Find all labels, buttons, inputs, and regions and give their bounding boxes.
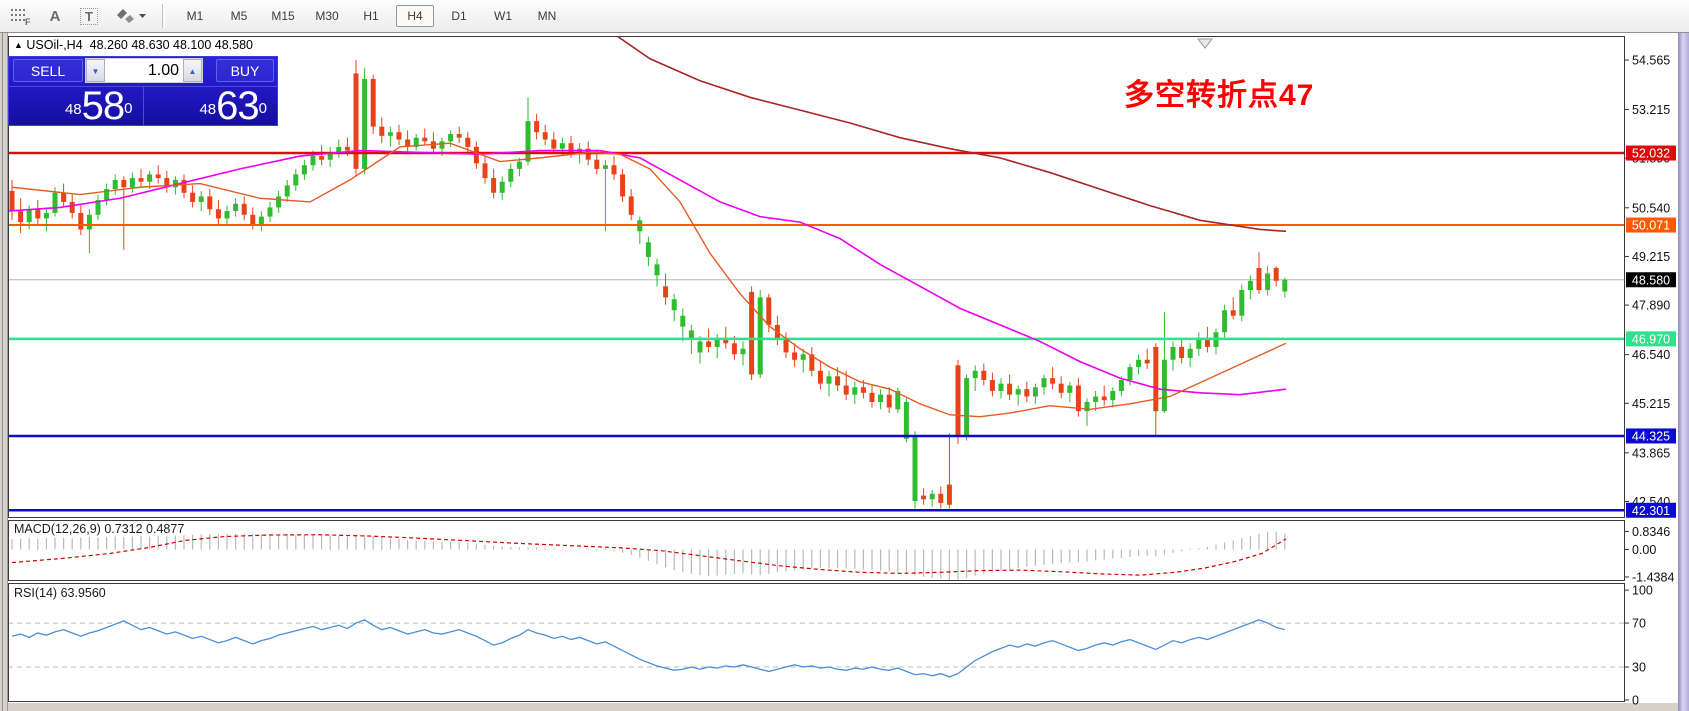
toolbar: F A T M1 M5 M15 M30 H1 H4 D1 W1 MN	[0, 0, 1689, 33]
svg-text:0: 0	[1632, 693, 1639, 707]
svg-text:F: F	[25, 17, 31, 26]
buy-price-big-digits: 63	[216, 84, 259, 128]
svg-text:53.215: 53.215	[1632, 103, 1670, 117]
rsi-label: RSI(14) 63.9560	[14, 586, 106, 600]
timeframe-button-d1[interactable]: D1	[451, 9, 467, 23]
buy-button[interactable]: BUY	[216, 59, 274, 82]
timeframe-button-h4[interactable]: H4	[396, 5, 434, 27]
ohlc-values: 48.260 48.630 48.100 48.580	[89, 38, 253, 52]
toolbar-separator	[162, 4, 165, 28]
sell-price-pip: 0	[124, 100, 133, 117]
svg-text:46.540: 46.540	[1632, 348, 1670, 362]
volume-stepper: ▼ ▲	[85, 58, 203, 83]
text-label-icon[interactable]: A	[49, 7, 61, 25]
svg-text:70: 70	[1632, 617, 1646, 631]
collapse-triangle-icon[interactable]: ▲	[14, 40, 23, 50]
text-box-icon[interactable]: T	[76, 4, 102, 28]
volume-decrease-button[interactable]: ▼	[86, 59, 105, 82]
svg-text:46.970: 46.970	[1632, 332, 1670, 346]
svg-text:47.890: 47.890	[1632, 299, 1670, 313]
svg-text:43.865: 43.865	[1632, 446, 1670, 460]
trade-panel-top-row: SELL ▼ ▲ BUY	[9, 57, 277, 85]
timeframe-button-m30[interactable]: M30	[315, 9, 339, 23]
timeframe-button-m1[interactable]: M1	[186, 9, 204, 23]
svg-text:50.540: 50.540	[1632, 201, 1670, 215]
timeframe-button-w1[interactable]: W1	[494, 9, 512, 23]
indicator-list-icon[interactable]: F	[8, 4, 34, 28]
chart-text-annotation[interactable]: 多空转折点47	[1124, 79, 1315, 112]
symbol-period-label: USOil-,H4	[26, 38, 83, 52]
sell-price-big-digits: 58	[81, 84, 125, 128]
window-left-edge	[0, 32, 8, 711]
svg-text:0.8346: 0.8346	[1632, 525, 1670, 539]
volume-increase-button[interactable]: ▲	[183, 59, 202, 82]
svg-text:50.071: 50.071	[1632, 219, 1670, 233]
timeframe-bar: M1 M5 M15 M30 H1 H4 D1 W1 MN	[173, 5, 569, 27]
svg-text:30: 30	[1632, 661, 1646, 675]
timeframe-button-h1[interactable]: H1	[363, 9, 379, 23]
timeframe-button-mn[interactable]: MN	[537, 9, 557, 23]
svg-text:100: 100	[1632, 584, 1653, 598]
chart-ohlc-header: ▲ USOil-,H4 48.260 48.630 48.100 48.580	[14, 38, 253, 52]
timeframe-button-m5[interactable]: M5	[230, 9, 248, 23]
svg-text:44.325: 44.325	[1632, 429, 1670, 443]
volume-input[interactable]	[105, 59, 183, 82]
svg-text:49.215: 49.215	[1632, 250, 1670, 264]
trade-panel-prices: 48 58 0 48 63 0	[9, 86, 277, 126]
svg-text:54.565: 54.565	[1632, 54, 1670, 68]
sell-price-prefix: 48	[64, 101, 82, 118]
svg-text:42.301: 42.301	[1632, 504, 1670, 518]
window-bottom-edge	[8, 703, 1678, 711]
buy-price-display[interactable]: 48 63 0	[143, 84, 277, 128]
vertical-scrollbar[interactable]	[1678, 33, 1689, 711]
svg-text:52.032: 52.032	[1632, 147, 1670, 161]
svg-text:48.580: 48.580	[1632, 273, 1670, 287]
svg-text:45.215: 45.215	[1632, 397, 1670, 411]
cursor-tools-icon[interactable]	[110, 4, 150, 28]
buy-price-pip: 0	[258, 100, 267, 117]
timeframe-button-m15[interactable]: M15	[271, 9, 295, 23]
macd-label: MACD(12,26,9) 0.7312 0.4877	[14, 522, 185, 536]
sell-price-display[interactable]: 48 58 0	[9, 86, 144, 126]
svg-text:-1.4384: -1.4384	[1632, 571, 1674, 585]
buy-price-prefix: 48	[199, 101, 217, 118]
svg-text:0.00: 0.00	[1632, 543, 1656, 557]
sell-button[interactable]: SELL	[13, 59, 83, 82]
